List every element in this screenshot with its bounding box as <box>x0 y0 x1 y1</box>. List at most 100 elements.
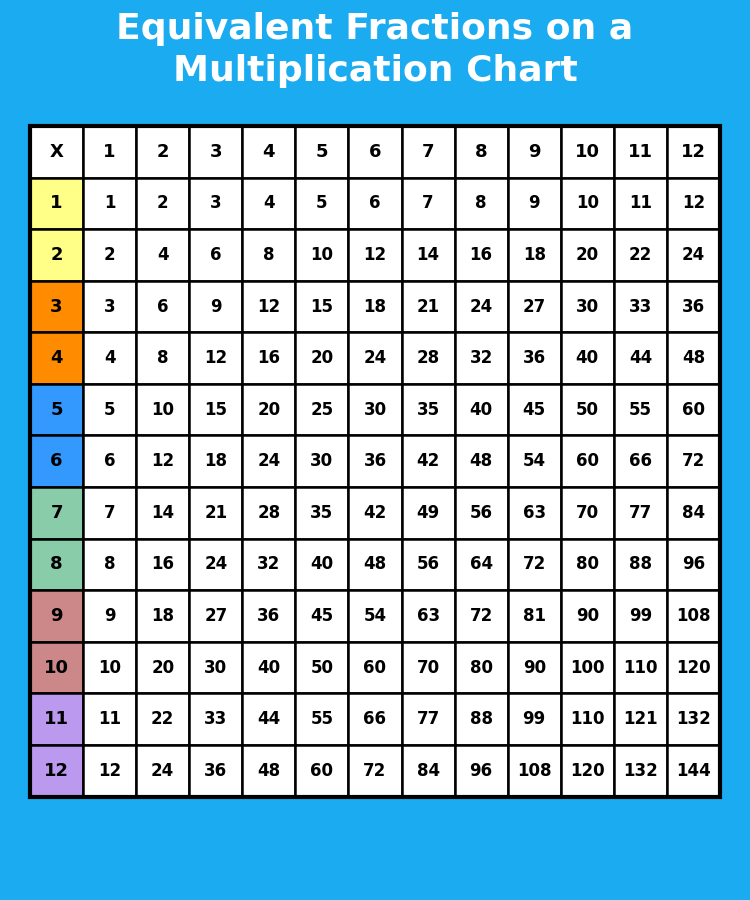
Text: 48: 48 <box>257 761 280 779</box>
Text: 10: 10 <box>44 659 69 677</box>
Text: 30: 30 <box>204 659 227 677</box>
Text: 9: 9 <box>210 298 221 316</box>
Text: 30: 30 <box>310 453 334 471</box>
Text: 33: 33 <box>204 710 227 728</box>
Text: 11: 11 <box>44 710 69 728</box>
Bar <box>189 126 242 177</box>
Text: 44: 44 <box>257 710 280 728</box>
Text: 36: 36 <box>204 761 227 779</box>
Bar <box>296 281 349 332</box>
Text: 70: 70 <box>576 504 598 522</box>
Text: 8: 8 <box>104 555 116 573</box>
Text: 99: 99 <box>628 607 652 625</box>
Bar <box>508 384 561 436</box>
Bar <box>561 436 614 487</box>
Bar <box>189 281 242 332</box>
Text: 36: 36 <box>364 453 386 471</box>
Bar <box>508 590 561 642</box>
Text: 16: 16 <box>470 246 493 264</box>
Bar <box>667 177 720 230</box>
Bar <box>667 590 720 642</box>
Bar <box>561 693 614 745</box>
Bar <box>508 487 561 538</box>
Text: 9: 9 <box>528 143 541 161</box>
Bar <box>296 126 349 177</box>
Text: Equivalent Fractions on a
Multiplication Chart: Equivalent Fractions on a Multiplication… <box>116 12 634 87</box>
Text: 5: 5 <box>316 194 328 212</box>
Bar <box>242 436 296 487</box>
Bar <box>561 126 614 177</box>
Bar <box>30 538 83 590</box>
Bar <box>189 332 242 384</box>
Text: 5: 5 <box>104 400 116 418</box>
Bar <box>454 693 508 745</box>
Text: 24: 24 <box>204 555 227 573</box>
Text: 144: 144 <box>676 761 711 779</box>
Bar <box>508 230 561 281</box>
Text: 25: 25 <box>310 400 334 418</box>
Text: 88: 88 <box>470 710 493 728</box>
Text: 72: 72 <box>363 761 387 779</box>
Text: 16: 16 <box>257 349 280 367</box>
Bar <box>242 745 296 796</box>
Bar <box>242 281 296 332</box>
Text: 49: 49 <box>416 504 440 522</box>
Text: 20: 20 <box>310 349 334 367</box>
Text: 33: 33 <box>628 298 652 316</box>
Bar <box>30 436 83 487</box>
Bar <box>242 230 296 281</box>
Bar <box>136 384 189 436</box>
Bar <box>454 230 508 281</box>
Bar <box>83 436 136 487</box>
Bar <box>667 642 720 693</box>
Bar <box>614 281 667 332</box>
Text: 18: 18 <box>152 607 174 625</box>
Bar <box>189 384 242 436</box>
Bar <box>614 230 667 281</box>
Bar <box>296 590 349 642</box>
Bar <box>136 332 189 384</box>
Text: 3: 3 <box>104 298 116 316</box>
Text: 20: 20 <box>257 400 280 418</box>
Bar <box>401 230 454 281</box>
Text: 9: 9 <box>50 607 63 625</box>
Text: 12: 12 <box>152 453 174 471</box>
Bar <box>189 642 242 693</box>
Bar <box>30 384 83 436</box>
Text: 8: 8 <box>157 349 169 367</box>
Bar <box>561 642 614 693</box>
Bar <box>83 538 136 590</box>
Bar <box>614 487 667 538</box>
Bar <box>614 332 667 384</box>
Bar <box>401 693 454 745</box>
Text: 18: 18 <box>204 453 227 471</box>
Bar <box>401 642 454 693</box>
Text: 84: 84 <box>682 504 705 522</box>
Text: 7: 7 <box>422 194 434 212</box>
Bar <box>136 693 189 745</box>
Text: 24: 24 <box>363 349 387 367</box>
Bar <box>454 177 508 230</box>
Bar <box>614 745 667 796</box>
Text: 9: 9 <box>104 607 116 625</box>
Text: 28: 28 <box>257 504 280 522</box>
Bar <box>242 332 296 384</box>
Bar <box>296 230 349 281</box>
Text: 4: 4 <box>157 246 169 264</box>
Text: 12: 12 <box>682 194 705 212</box>
Text: 7: 7 <box>104 504 116 522</box>
Text: 80: 80 <box>470 659 493 677</box>
Bar <box>561 745 614 796</box>
Bar <box>30 745 83 796</box>
Text: 48: 48 <box>682 349 705 367</box>
Bar <box>189 436 242 487</box>
Bar <box>83 126 136 177</box>
Text: 30: 30 <box>364 400 386 418</box>
Bar <box>401 487 454 538</box>
Bar <box>508 693 561 745</box>
Text: 4: 4 <box>50 349 63 367</box>
Text: 6: 6 <box>157 298 169 316</box>
Text: 24: 24 <box>470 298 493 316</box>
Text: 28: 28 <box>416 349 440 367</box>
Bar <box>401 538 454 590</box>
